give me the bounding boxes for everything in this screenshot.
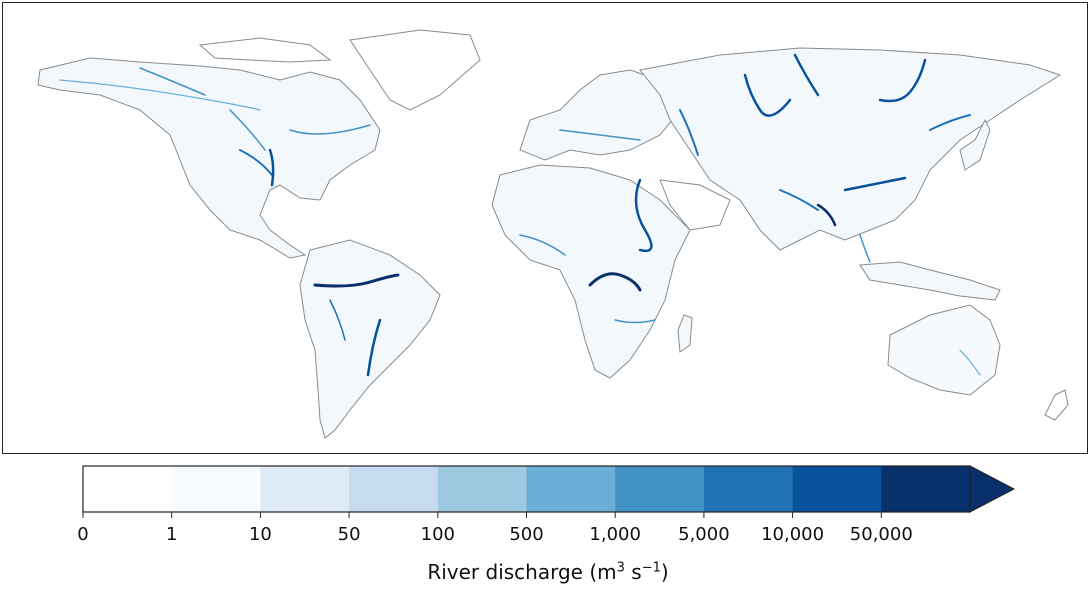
colorbar-segment	[881, 466, 971, 512]
colorbar-tick-label: 10	[248, 524, 272, 545]
world-river-map	[37, 29, 1069, 439]
colorbar-title: River discharge (m3 s−1)	[427, 560, 669, 584]
colorbar-segment	[260, 466, 350, 512]
river-minor	[959, 349, 981, 376]
river-congo	[588, 272, 642, 292]
river-minor	[859, 234, 871, 263]
colorbar-extend-arrow	[969, 465, 1016, 513]
river-yangtze	[843, 176, 907, 192]
continents	[37, 29, 1069, 439]
colorbar-tick-label: 5,000	[678, 524, 730, 545]
colorbar-tick-label: 1	[165, 524, 178, 545]
colorbar-tick-label: 100	[420, 524, 455, 545]
river-minor	[229, 109, 266, 151]
rivers	[59, 53, 981, 377]
river-brahmaputra	[816, 203, 837, 227]
japan-islands	[959, 118, 991, 171]
river-mississippi	[268, 148, 275, 187]
colorbar-tick-label: 500	[509, 524, 544, 545]
river-minor	[559, 129, 641, 141]
colorbar-ticks	[82, 512, 882, 518]
river-lena	[878, 58, 927, 103]
river-nile	[634, 178, 653, 253]
colorbar-segment	[349, 466, 439, 512]
colorbar-segment	[83, 466, 173, 512]
river-parana	[366, 318, 382, 377]
colorbar-tick-label: 50	[337, 524, 361, 545]
colorbar-segment	[526, 466, 616, 512]
colorbar-segments	[83, 466, 971, 512]
new-zealand-islands	[1044, 389, 1069, 421]
colorbar	[82, 465, 1016, 518]
colorbar-segment	[171, 466, 261, 512]
river-minor	[139, 67, 206, 96]
river-ganges	[779, 189, 819, 211]
indonesia-islands	[859, 261, 1001, 301]
river-yenisei	[793, 53, 820, 97]
river-amur	[929, 114, 971, 131]
arctic-islands	[198, 37, 332, 63]
colorbar-tick-label: 10,000	[761, 524, 825, 545]
south-america-landmass	[299, 239, 441, 439]
river-minor	[614, 319, 656, 324]
north-america-landmass	[37, 57, 381, 259]
river-minor	[289, 124, 371, 135]
river-volga	[679, 109, 699, 156]
colorbar-segment	[792, 466, 882, 512]
colorbar-tick-label: 1,000	[589, 524, 641, 545]
colorbar-tick-label: 50,000	[849, 524, 913, 545]
colorbar-segment	[437, 466, 527, 512]
river-minor	[239, 149, 273, 176]
river-minor	[59, 79, 261, 111]
asia-landmass	[639, 47, 1062, 251]
colorbar-tick-label: 0	[77, 524, 89, 545]
colorbar-segment	[615, 466, 705, 512]
river-ob	[743, 73, 792, 117]
australia-landmass	[887, 304, 1001, 396]
river-amazon	[313, 273, 400, 288]
colorbar-segment	[703, 466, 794, 512]
madagascar-landmass	[677, 314, 693, 353]
river-minor	[329, 299, 346, 341]
river-minor	[519, 234, 566, 256]
greenland-landmass	[349, 29, 481, 111]
arabia-landmass	[659, 179, 731, 231]
